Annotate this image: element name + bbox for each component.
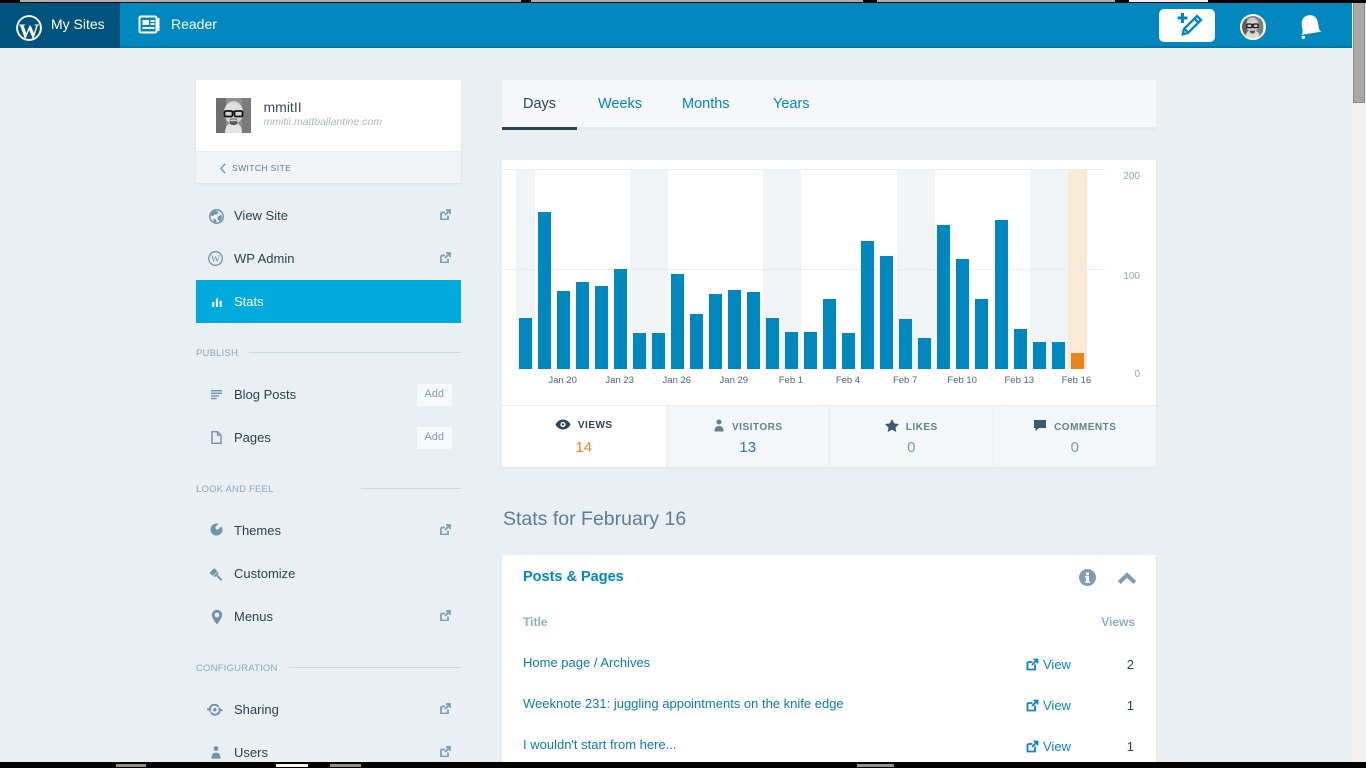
svg-text:W: W [19, 21, 40, 41]
svg-text:W: W [211, 254, 220, 264]
